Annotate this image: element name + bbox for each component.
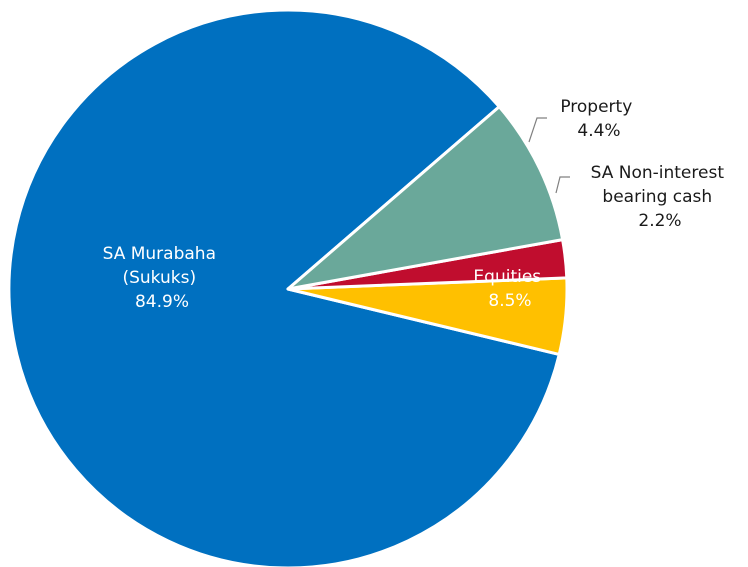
cash-label: SA Non-interest bearing cash 2.2% — [591, 163, 730, 231]
property-leader-line — [528, 117, 547, 143]
cash-label-line-2: bearing cash — [602, 187, 712, 207]
property-label: Property 4.4% — [560, 97, 637, 141]
property-value-label: 4.4% — [577, 121, 620, 141]
cash-leader-line — [555, 176, 570, 194]
murabaha-label-line-1: SA Murabaha — [103, 244, 216, 264]
equities-label-line-1: Equities — [473, 267, 541, 287]
cash-label-line-1: SA Non-interest — [591, 163, 725, 183]
equities-label: Equities 8.5% — [473, 267, 546, 311]
murabaha-slice — [7, 8, 561, 567]
pie-slices — [7, 8, 569, 567]
property-label-line-1: Property — [560, 97, 632, 117]
murabaha-value-label: 84.9% — [135, 292, 189, 312]
murabaha-label: SA Murabaha (Sukuks) 84.9% — [103, 244, 222, 312]
leader-lines — [528, 117, 570, 194]
murabaha-label-line-2: (Sukuks) — [122, 268, 196, 288]
equities-slice — [286, 105, 565, 291]
equities-value-label: 8.5% — [488, 291, 531, 311]
cash-value-label: 2.2% — [638, 211, 681, 231]
